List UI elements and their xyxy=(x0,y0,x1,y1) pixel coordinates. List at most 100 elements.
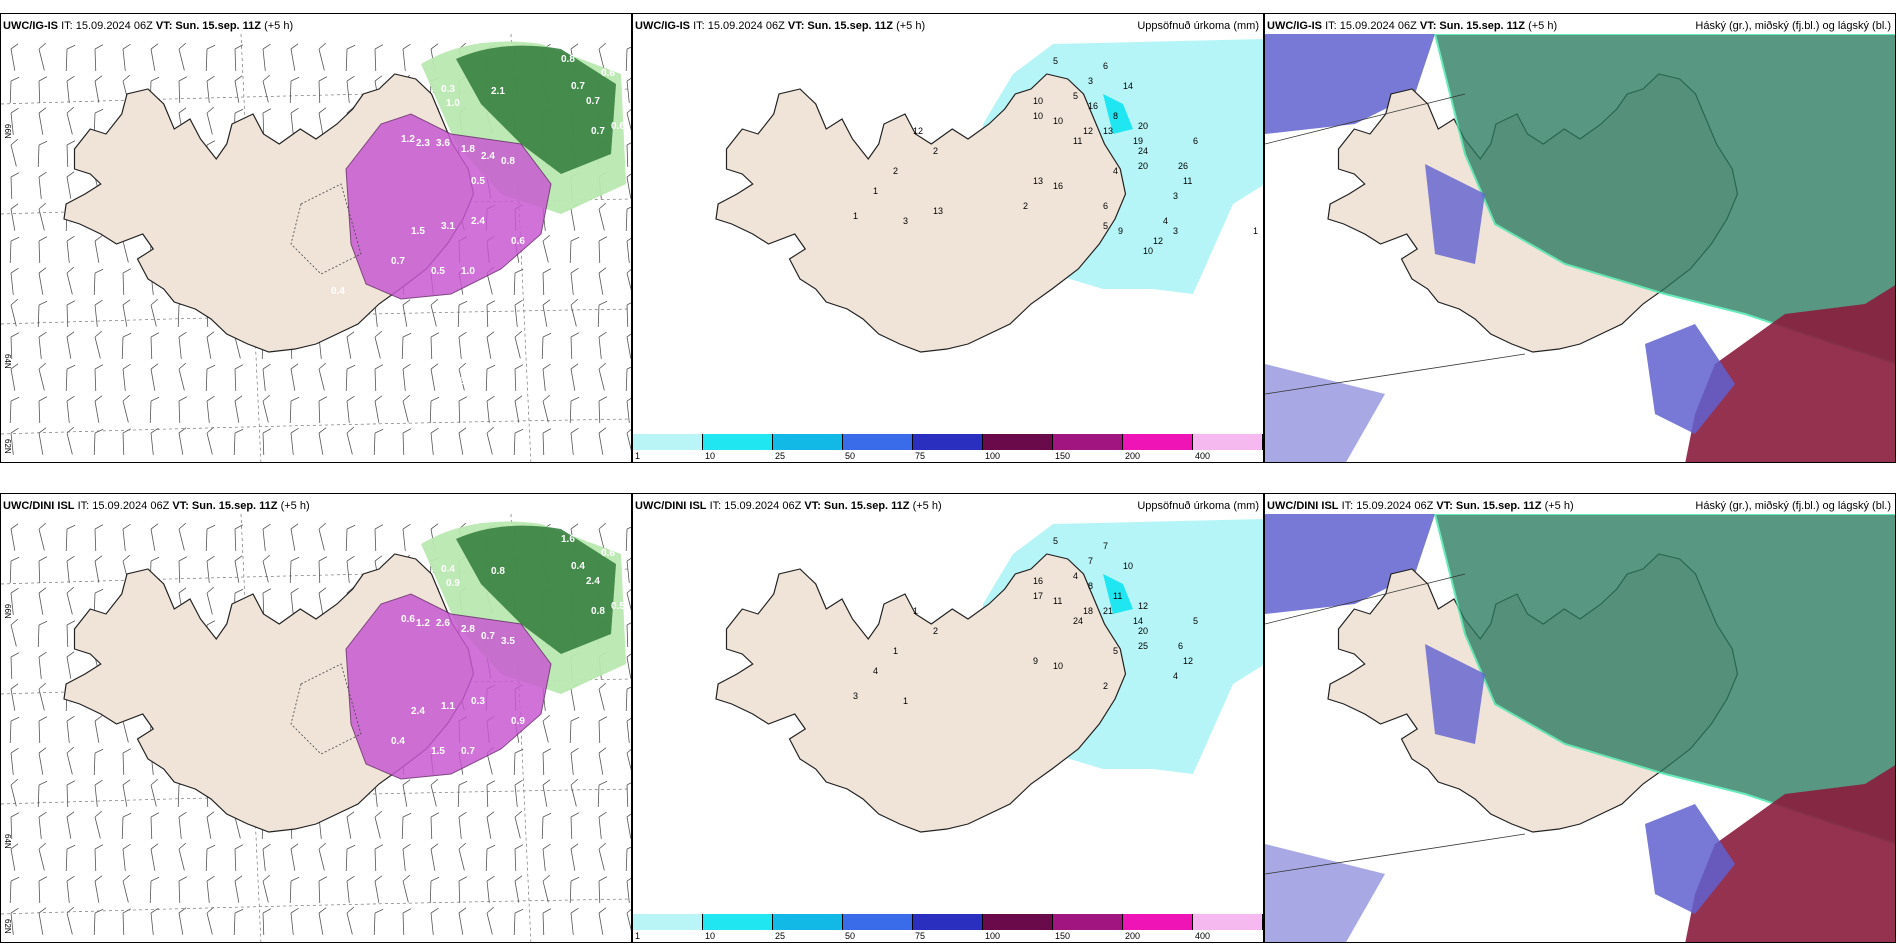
wind-barb xyxy=(94,810,103,839)
latitude-line xyxy=(1,898,631,915)
wind-barb xyxy=(626,331,631,359)
wind-barb xyxy=(10,427,19,455)
precip-value-label: 1.5 xyxy=(411,226,425,237)
panel-rain-wind-dini: UWC/DINI ISL IT: 15.09.2024 06Z VT: Sun.… xyxy=(0,493,632,943)
boundary-line xyxy=(1265,833,1526,875)
wind-barb xyxy=(401,332,412,360)
wind-barb xyxy=(150,523,159,551)
wind-barb xyxy=(514,875,523,903)
wind-barb xyxy=(38,747,47,775)
wind-barb xyxy=(290,43,299,71)
mid-cloud-area xyxy=(1265,34,1435,134)
colorbar-tick: 10 xyxy=(705,931,716,941)
wind-barb xyxy=(401,812,412,840)
wind-barb xyxy=(93,268,104,296)
map-wind-precip: 0.4 0.80.91.6 1.00.60.42.40.50.80.6 1.2 2.62… xyxy=(1,514,631,942)
wind-barb xyxy=(570,747,579,775)
wind-barb xyxy=(178,427,187,455)
wind-barb xyxy=(205,44,216,72)
precip-value-label: 0.7 xyxy=(461,746,475,757)
wind-barb xyxy=(94,299,103,327)
accum-value-label: 10 xyxy=(1123,561,1133,571)
wind-barb xyxy=(178,556,188,584)
accum-value-label: 4 xyxy=(1073,571,1078,581)
precip-value-label: 1.8 xyxy=(461,144,475,155)
wind-barb xyxy=(289,556,300,584)
accum-value-label: 8 xyxy=(1088,581,1093,591)
wind-barb xyxy=(150,298,159,327)
wind-barb xyxy=(66,555,75,583)
accum-value-label: 5 xyxy=(1193,616,1198,626)
wind-barb xyxy=(458,811,467,839)
wind-barb xyxy=(38,107,47,135)
colorbar-swatch xyxy=(843,434,913,450)
wind-barb xyxy=(626,300,631,328)
wind-barb xyxy=(318,876,328,904)
wind-barb xyxy=(122,779,131,807)
wind-barb xyxy=(597,300,608,328)
wind-barb xyxy=(206,555,215,583)
accum-value-label: 16 xyxy=(1033,576,1043,586)
wind-barb xyxy=(374,810,383,839)
wind-barb xyxy=(542,714,551,743)
precip-value-label: 0.7 xyxy=(586,96,600,107)
precip-value-label: 0.4 xyxy=(571,561,585,572)
wind-barb xyxy=(318,556,328,584)
wind-barb xyxy=(94,844,104,872)
wind-barb xyxy=(37,140,48,168)
mixed-precip-hatch xyxy=(290,183,362,275)
accum-value-label: 9 xyxy=(1118,226,1123,236)
wind-barb xyxy=(150,427,159,455)
colorbar-tick: 200 xyxy=(1125,451,1141,461)
mid-cloud-area xyxy=(1645,324,1735,434)
precip-magenta xyxy=(345,593,552,780)
wind-barb xyxy=(625,524,631,552)
latitude-label: 66N xyxy=(3,124,12,139)
wind-barb xyxy=(94,715,103,743)
precip-value-label: 0.8 xyxy=(491,566,505,577)
wind-barb xyxy=(625,44,631,72)
accum-value-label: 1 xyxy=(853,211,858,221)
colorbar-tick: 100 xyxy=(985,451,1001,461)
wind-barb xyxy=(374,395,383,423)
wind-barb xyxy=(430,907,439,935)
accum-value-label: 8 xyxy=(1113,111,1118,121)
wind-barb xyxy=(626,235,631,263)
latitude-label: 64N xyxy=(3,834,12,849)
wind-barb xyxy=(122,908,132,936)
colorbar-tick: 150 xyxy=(1055,451,1071,461)
wind-barb xyxy=(541,812,552,840)
wind-barb xyxy=(206,395,215,423)
wind-barb xyxy=(626,811,631,839)
precip-value-label: 0.9 xyxy=(446,578,460,589)
wind-barb xyxy=(514,395,523,423)
colorbar-tick: 10 xyxy=(705,451,716,461)
accum-value-label: 6 xyxy=(1103,61,1108,71)
colorbar-tick: 150 xyxy=(1055,931,1071,941)
wind-barb xyxy=(318,76,328,104)
precip-value-label: 0.3 xyxy=(441,84,455,95)
precip-value-label: 0.5 xyxy=(611,601,625,612)
precip-magenta xyxy=(345,113,552,300)
wind-barb xyxy=(122,43,131,71)
heavy-precip-patch xyxy=(1103,94,1133,134)
wind-barb xyxy=(598,716,608,744)
wind-barb xyxy=(262,43,271,71)
wind-barb xyxy=(262,523,271,551)
precip-value-label: 2.4 xyxy=(411,706,425,717)
wind-barb xyxy=(38,651,47,679)
mid-cloud-area xyxy=(1265,844,1385,942)
wind-barb xyxy=(570,427,579,455)
wind-barb xyxy=(38,267,47,295)
wind-barb xyxy=(598,42,607,71)
precip-value-label: 2.3 xyxy=(416,138,430,149)
wind-barb xyxy=(150,43,159,71)
colorbar-tick: 100 xyxy=(985,931,1001,941)
colorbar-swatch xyxy=(633,434,703,450)
accum-value-label: 6 xyxy=(1103,201,1108,211)
accum-value-label: 2 xyxy=(933,146,938,156)
accum-value-label: 9 xyxy=(1033,656,1038,666)
accum-value-label: 21 xyxy=(1103,606,1113,616)
wind-barb xyxy=(234,555,243,583)
